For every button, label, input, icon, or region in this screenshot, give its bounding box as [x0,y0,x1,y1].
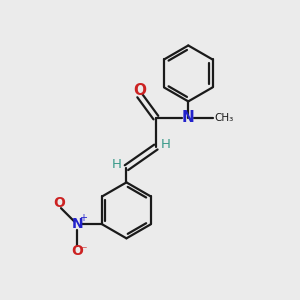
Text: +: + [79,214,87,224]
Text: N: N [71,217,83,231]
Text: O: O [133,83,146,98]
Text: N: N [182,110,195,125]
Text: H: H [112,158,122,171]
Text: O: O [54,196,65,210]
Text: O: O [71,244,83,258]
Text: H: H [160,138,170,151]
Text: CH₃: CH₃ [215,112,234,123]
Text: ⁻: ⁻ [80,244,87,257]
